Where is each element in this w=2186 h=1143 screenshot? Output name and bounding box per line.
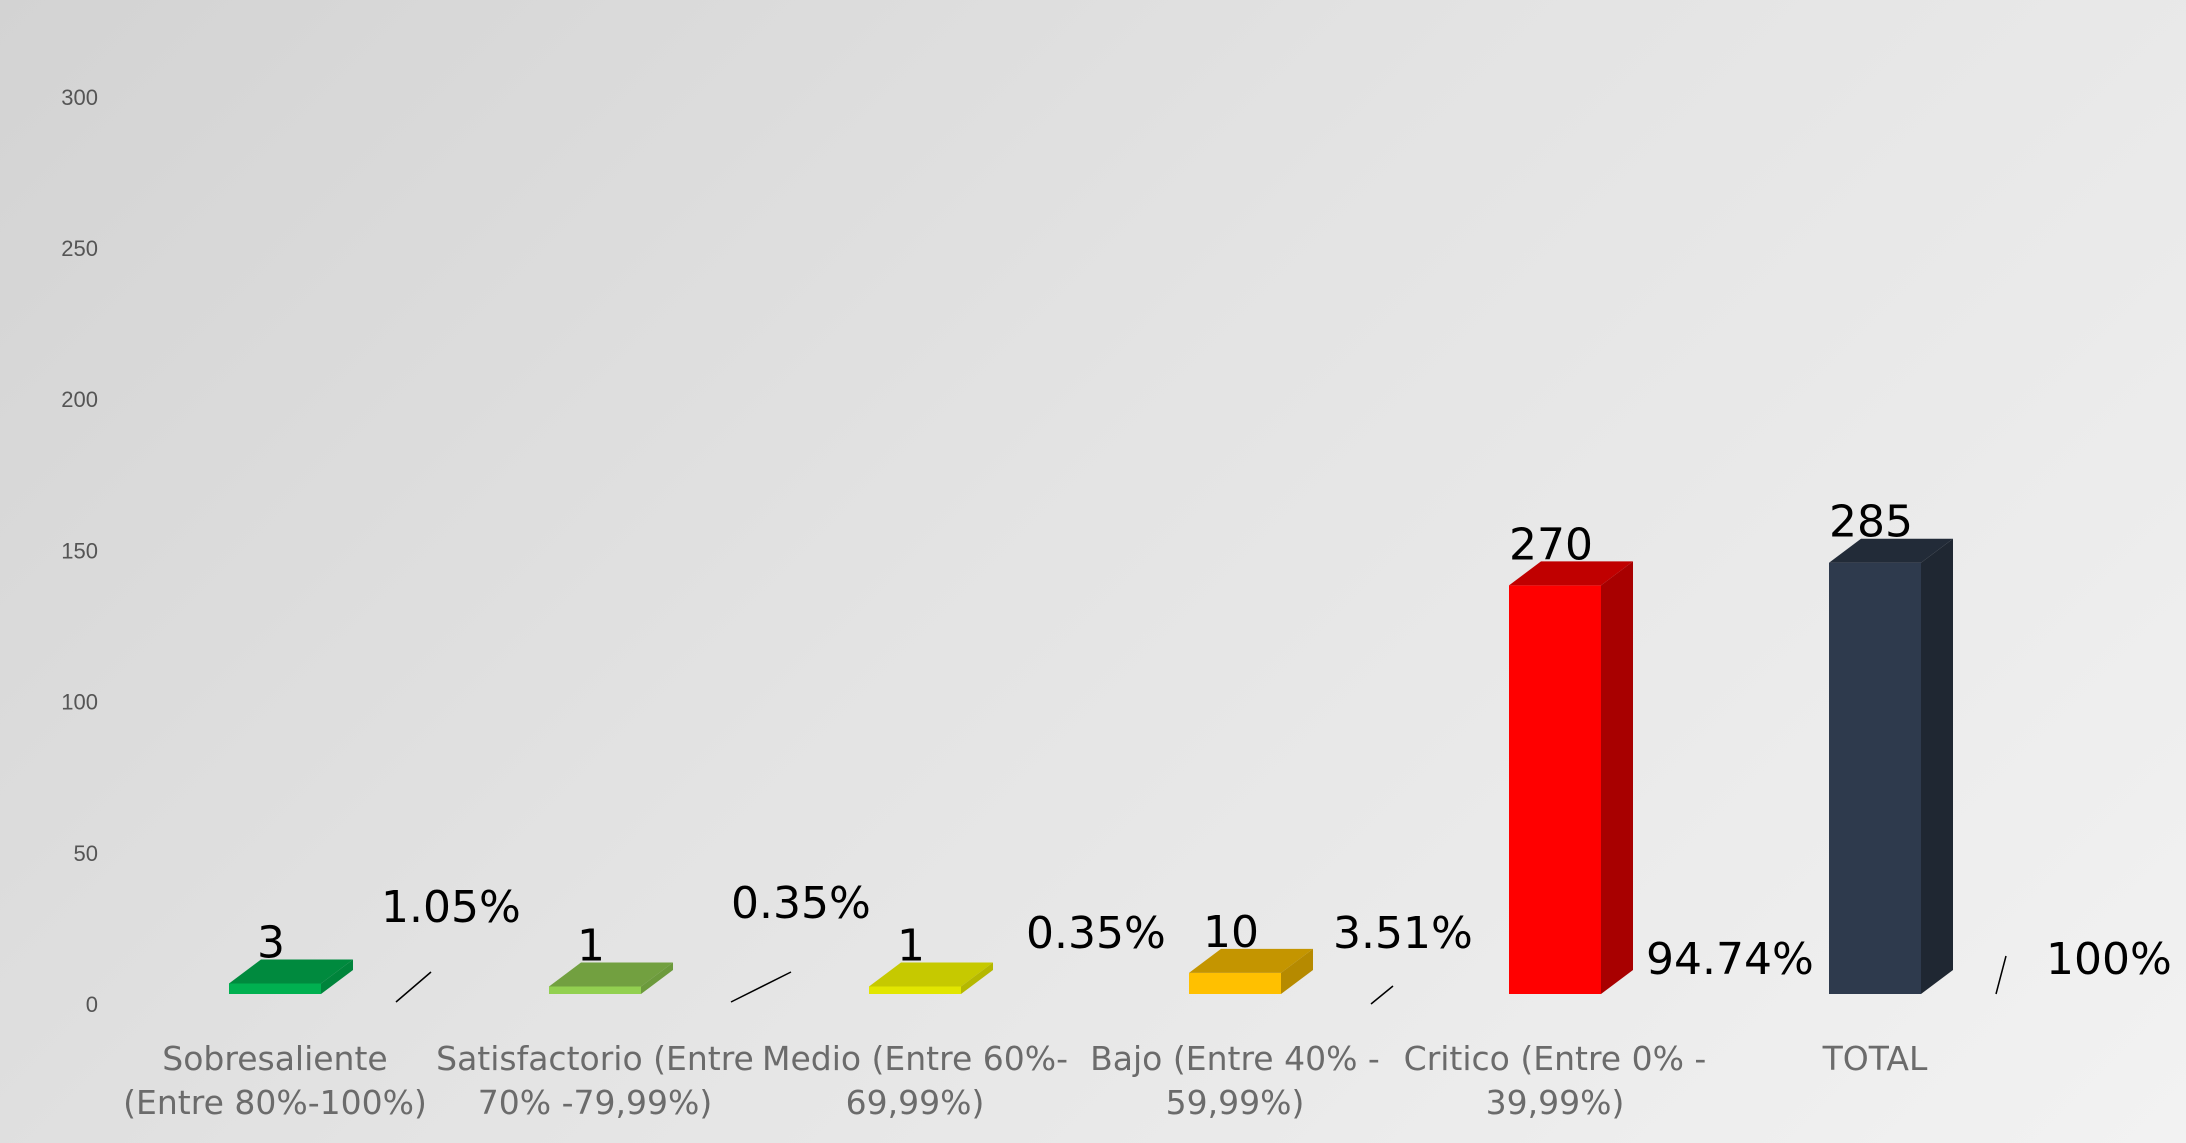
leader-line <box>1370 985 1394 1005</box>
bar-side-face <box>1601 561 1633 994</box>
bar-side-face <box>961 962 993 994</box>
bar-top-face <box>1829 538 1953 563</box>
percent-labels-group: 1.05% 0.35% 0.35% 3.51% 94.74% 100% <box>381 878 2172 985</box>
percent-label: 100% <box>2046 934 2172 985</box>
leader-lines-group <box>395 955 2007 1005</box>
y-axis: 0 50 100 150 200 250 300 <box>61 85 98 1017</box>
leader-line <box>395 971 432 1003</box>
category-label-line: 59,99%) <box>1166 1083 1305 1122</box>
category-label: Bajo (Entre 40% - 59,99%) <box>1090 1039 1380 1122</box>
value-label: 10 <box>1203 907 1259 958</box>
value-labels-group: 3 1 1 10 270 285 <box>257 497 1913 972</box>
percent-label: 1.05% <box>381 882 521 933</box>
y-tick-label: 50 <box>74 841 98 866</box>
bar-5 <box>1509 561 1633 994</box>
bar-top-face <box>1189 948 1313 973</box>
bar-2 <box>549 962 673 994</box>
category-label-line: 69,99%) <box>846 1083 985 1122</box>
category-label-line: Satisfactorio (Entre <box>436 1039 754 1078</box>
category-label-line: 39,99%) <box>1486 1083 1625 1122</box>
category-label: Medio (Entre 60%- 69,99%) <box>762 1039 1068 1122</box>
value-label: 1 <box>897 920 925 971</box>
category-label-line: (Entre 80%-100%) <box>123 1083 427 1122</box>
bar-front-face <box>1509 585 1601 994</box>
bar-top-face <box>869 962 993 987</box>
value-label: 1 <box>577 920 605 971</box>
bar-front-face <box>869 986 961 994</box>
category-labels-group: Sobresaliente (Entre 80%-100%)Satisfactor… <box>123 1039 1928 1122</box>
category-label-line: Medio (Entre 60%- <box>762 1039 1068 1078</box>
bar-side-face <box>321 959 353 994</box>
bar-top-face <box>549 962 673 987</box>
category-label-line: TOTAL <box>1822 1039 1928 1078</box>
bar-front-face <box>1829 562 1921 994</box>
category-label: Sobresaliente (Entre 80%-100%) <box>123 1039 427 1122</box>
percent-label: 0.35% <box>1026 908 1166 959</box>
category-label: TOTAL <box>1822 1039 1928 1078</box>
bar-side-face <box>641 962 673 994</box>
category-label: Critico (Entre 0% - 39,99%) <box>1404 1039 1707 1122</box>
percent-label: 94.74% <box>1646 934 1814 985</box>
percent-label: 0.35% <box>731 878 871 929</box>
y-tick-label: 150 <box>61 538 98 563</box>
category-label: Satisfactorio (Entre 70% -79,99%) <box>436 1039 754 1122</box>
y-tick-label: 250 <box>61 236 98 261</box>
bar-1 <box>229 959 353 994</box>
leader-line <box>730 971 792 1003</box>
bar-front-face <box>549 986 641 994</box>
category-label-line: Sobresaliente <box>162 1039 387 1078</box>
bars-group <box>229 538 1953 994</box>
category-label-line: Critico (Entre 0% - <box>1404 1039 1707 1078</box>
value-label: 3 <box>257 917 285 968</box>
category-label-line: 70% -79,99%) <box>478 1083 712 1122</box>
bar-top-face <box>1509 561 1633 586</box>
bar-side-face <box>1921 538 1953 994</box>
y-tick-label: 100 <box>61 690 98 715</box>
bar-front-face <box>1189 972 1281 994</box>
y-tick-label: 200 <box>61 387 98 412</box>
bar-6 <box>1829 538 1953 994</box>
value-label: 270 <box>1509 519 1593 570</box>
y-tick-label: 0 <box>86 992 98 1017</box>
bar-front-face <box>229 983 321 994</box>
y-tick-label: 300 <box>61 85 98 110</box>
category-label-line: Bajo (Entre 40% - <box>1090 1039 1380 1078</box>
leader-line <box>1995 955 2007 995</box>
bar-4 <box>1189 948 1313 994</box>
bar-side-face <box>1281 948 1313 994</box>
bar-top-face <box>229 959 353 984</box>
percent-label: 3.51% <box>1333 908 1473 959</box>
bar-3 <box>869 962 993 994</box>
value-label: 285 <box>1829 497 1913 548</box>
